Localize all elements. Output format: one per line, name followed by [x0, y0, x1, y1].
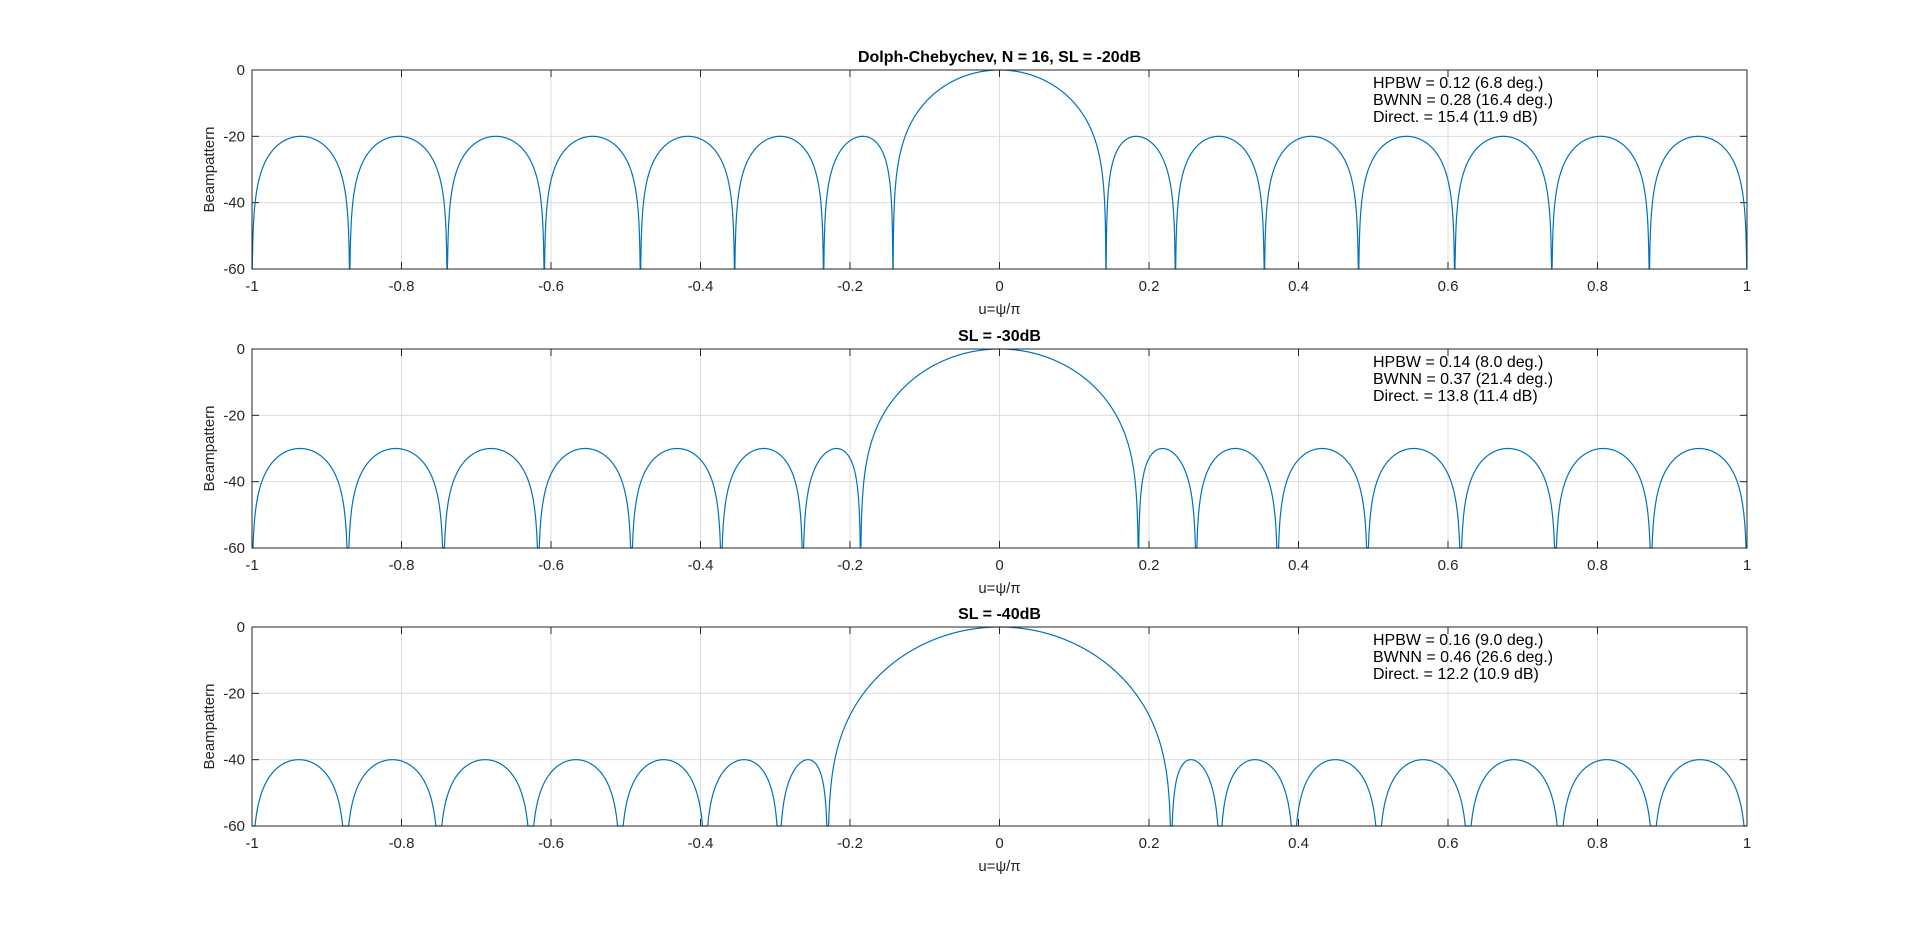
x-tick-label: 0.8	[1587, 557, 1608, 574]
subplot-3: -1 -0.8 -0.6 -0.4 -0.2 0 0.2 0.4 0.6 0.8 1 0 -20 -40 -…	[201, 606, 1751, 875]
y-tick-label: -60	[223, 540, 245, 557]
y-tick-label: -40	[223, 752, 245, 769]
x-tick-label: -0.6	[538, 278, 564, 295]
x-tick-label: 0.8	[1587, 835, 1608, 852]
subplot-2: -1 -0.8 -0.6 -0.4 -0.2 0 0.2 0.4 0.6 0.8 1 0 -20 -40 -…	[201, 328, 1751, 597]
x-tick-label: -0.2	[837, 278, 863, 295]
x-axis-label: u=ψ/π	[978, 301, 1020, 318]
x-tick-label: 0.4	[1288, 835, 1309, 852]
x-tick-label: 0	[995, 278, 1003, 295]
y-axis-label: Beampattern	[201, 127, 218, 213]
y-tick-label: 0	[237, 619, 245, 636]
x-tick-label: 1	[1743, 278, 1751, 295]
y-tick-label: -20	[223, 128, 245, 145]
y-tick-label: 0	[237, 341, 245, 358]
y-axis-label: Beampattern	[201, 406, 218, 492]
y-tick-label: -40	[223, 195, 245, 212]
x-tick-label: -0.8	[389, 278, 415, 295]
y-axis-label: Beampattern	[201, 684, 218, 770]
x-tick-label: -0.8	[389, 835, 415, 852]
x-tick-label: -0.8	[389, 557, 415, 574]
chart-title: SL = -30dB	[958, 328, 1041, 345]
axes-box	[251, 348, 1748, 549]
y-tick-label: -20	[223, 685, 245, 702]
x-tick-label: 0.2	[1139, 278, 1160, 295]
annotation-text: BWNN = 0.46 (26.6 deg.)	[1373, 649, 1553, 666]
x-axis-label: u=ψ/π	[978, 858, 1020, 875]
x-tick-label: 0	[995, 835, 1003, 852]
x-tick-label: -1	[245, 278, 258, 295]
x-tick-label: -0.4	[688, 557, 714, 574]
annotation-text: BWNN = 0.28 (16.4 deg.)	[1373, 92, 1553, 109]
subplot-1: -1 -0.8 -0.6 -0.4 -0.2 0 0.2 0.4 0.6 0.8 1 0 -20 -40 -…	[201, 49, 1751, 318]
axes-box	[251, 69, 1748, 270]
chart-title: SL = -40dB	[958, 606, 1041, 623]
x-tick-label: -0.4	[688, 835, 714, 852]
x-tick-label: 0.6	[1438, 835, 1459, 852]
x-tick-label: -0.6	[538, 835, 564, 852]
y-tick-label: -60	[223, 261, 245, 278]
x-tick-label: 1	[1743, 835, 1751, 852]
annotation-text: HPBW = 0.14 (8.0 deg.)	[1373, 354, 1543, 371]
y-tick-label: -20	[223, 407, 245, 424]
x-tick-label: 0.2	[1139, 557, 1160, 574]
y-tick-label: -40	[223, 474, 245, 491]
chart-title: Dolph-Chebychev, N = 16, SL = -20dB	[858, 49, 1141, 66]
x-tick-label: -0.6	[538, 557, 564, 574]
x-tick-label: -0.2	[837, 835, 863, 852]
x-tick-label: 0.8	[1587, 278, 1608, 295]
x-tick-label: 0.4	[1288, 278, 1309, 295]
annotation-text: HPBW = 0.16 (9.0 deg.)	[1373, 632, 1543, 649]
x-axis-label: u=ψ/π	[978, 580, 1020, 597]
x-tick-label: -1	[245, 557, 258, 574]
annotation-text: BWNN = 0.37 (21.4 deg.)	[1373, 371, 1553, 388]
annotation-text: Direct. = 13.8 (11.4 dB)	[1373, 388, 1538, 405]
axes-box	[251, 626, 1748, 827]
x-tick-label: 0.4	[1288, 557, 1309, 574]
y-tick-label: -60	[223, 818, 245, 835]
x-tick-label: 0.6	[1438, 557, 1459, 574]
x-tick-label: 0.2	[1139, 835, 1160, 852]
x-tick-label: 1	[1743, 557, 1751, 574]
annotation-text: HPBW = 0.12 (6.8 deg.)	[1373, 75, 1543, 92]
y-tick-label: 0	[237, 62, 245, 79]
x-tick-label: -0.2	[837, 557, 863, 574]
annotation-text: Direct. = 15.4 (11.9 dB)	[1373, 109, 1538, 126]
x-tick-label: -0.4	[688, 278, 714, 295]
x-tick-label: -1	[245, 835, 258, 852]
x-tick-label: 0	[995, 557, 1003, 574]
annotation-text: Direct. = 12.2 (10.9 dB)	[1373, 666, 1539, 683]
x-tick-label: 0.6	[1438, 278, 1459, 295]
